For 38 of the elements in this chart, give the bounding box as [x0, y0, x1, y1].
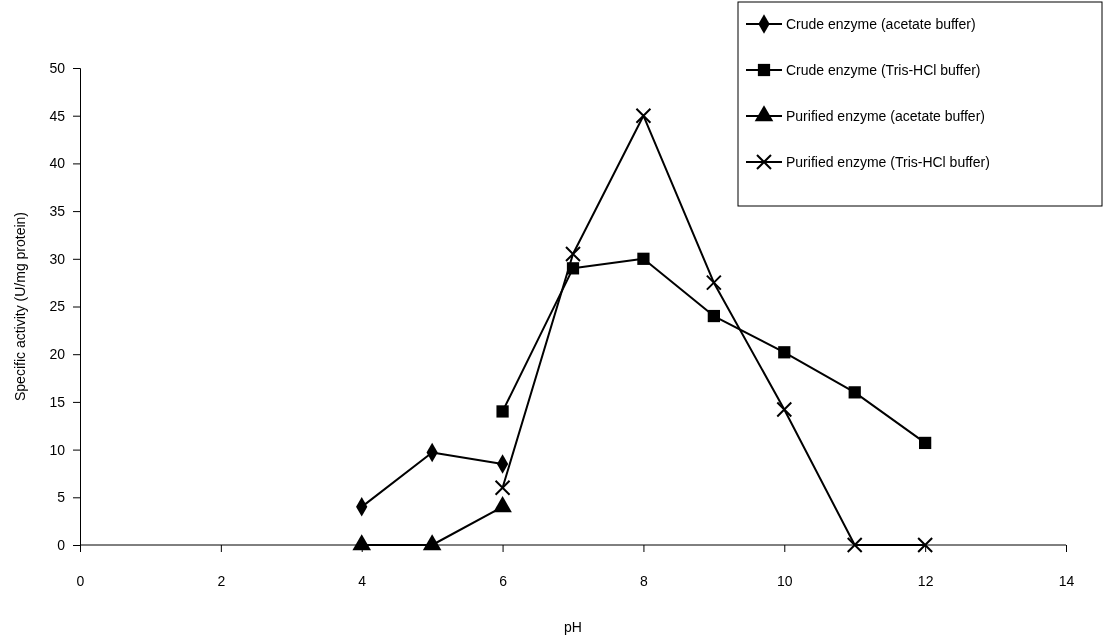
legend-label: Purified enzyme (acetate buffer) [786, 108, 985, 124]
y-axis-title: Specific activity (U/mg protein) [12, 211, 28, 402]
point [846, 537, 863, 553]
y-tick-label: 50 [49, 59, 66, 76]
point [778, 346, 791, 359]
x-tick-label: 2 [217, 572, 226, 589]
x-axis-title: pH [564, 619, 582, 635]
y-tick-label: 40 [49, 155, 66, 172]
y-tick-label: 5 [57, 489, 66, 506]
point [635, 107, 652, 124]
point [705, 274, 722, 291]
y-tick-label: 0 [57, 536, 66, 553]
y-tick-label: 45 [49, 107, 66, 124]
y-tick-label: 10 [49, 441, 66, 458]
point [848, 386, 861, 399]
legend-label: Crude enzyme (Tris-HCl buffer) [786, 62, 981, 78]
point [776, 401, 793, 418]
y-tick-label: 35 [49, 203, 66, 220]
x-tick-label: 14 [1058, 572, 1075, 589]
legend-label: Purified enzyme (Tris-HCl buffer) [786, 154, 990, 170]
x-tick-label: 8 [640, 572, 649, 589]
point [917, 537, 934, 553]
x-tick-label: 0 [76, 572, 85, 589]
legend-label: Crude enzyme (acetate buffer) [786, 16, 976, 32]
x-tick-label: 6 [499, 572, 508, 589]
point [637, 252, 650, 265]
y-tick-label: 20 [49, 346, 66, 363]
x-tick-label: 4 [358, 572, 367, 589]
point [919, 436, 932, 450]
point [496, 405, 509, 418]
y-tick-label: 25 [49, 298, 66, 315]
point [494, 479, 511, 496]
x-tick-label: 12 [917, 572, 934, 589]
point [707, 309, 720, 323]
y-tick-label: 15 [49, 393, 66, 410]
x-tick-label: 10 [777, 572, 793, 589]
point [565, 246, 581, 263]
y-tick-label: 30 [49, 250, 66, 267]
